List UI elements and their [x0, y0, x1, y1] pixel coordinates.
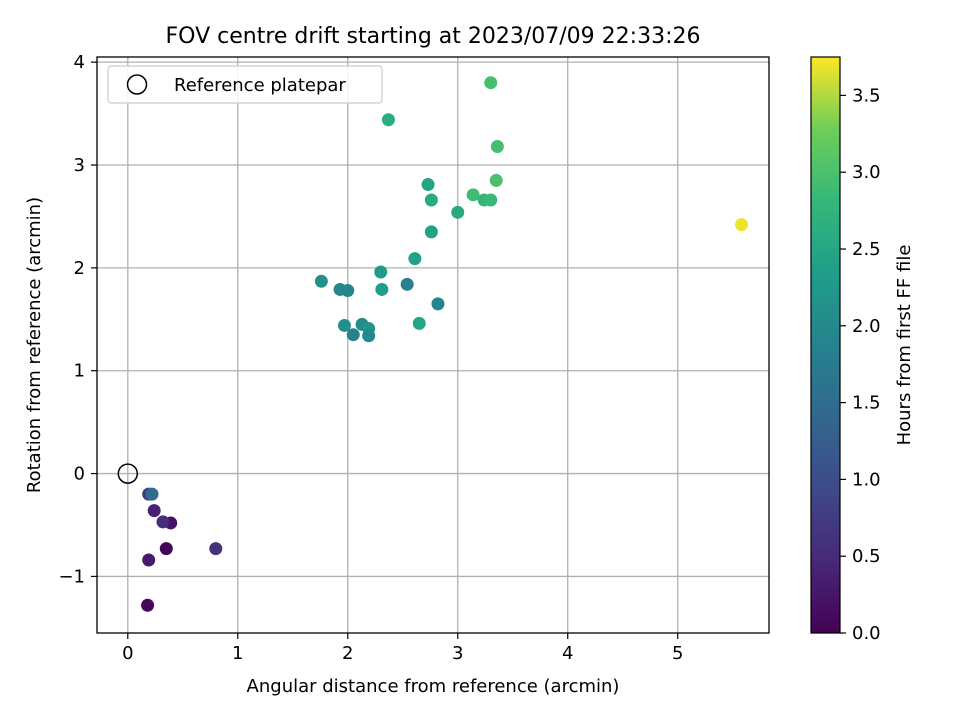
- data-point: [466, 188, 480, 202]
- x-tick-label: 5: [672, 643, 683, 664]
- data-point: [484, 193, 498, 207]
- data-point: [142, 553, 156, 567]
- y-tick-label: 2: [74, 258, 85, 279]
- data-point: [314, 274, 328, 288]
- colorbar-gradient: [810, 56, 841, 634]
- colorbar-tick-label: 0.5: [852, 546, 881, 567]
- y-tick-label: 4: [74, 52, 85, 73]
- y-tick-label: 3: [74, 155, 85, 176]
- grid-lines: [97, 57, 769, 633]
- data-point: [141, 598, 155, 612]
- colorbar: 0.0 0.5 1.0 1.5 2.0 2.5 3.0 3.5 Hours from firs…: [810, 56, 915, 644]
- data-point: [362, 329, 376, 343]
- y-tick-label: 0: [74, 464, 85, 485]
- colorbar-tick-label: 2.5: [852, 239, 881, 260]
- colorbar-tick-label: 1.0: [852, 469, 881, 490]
- data-point: [156, 515, 170, 529]
- colorbar-tick-label: 3.0: [852, 162, 881, 183]
- y-axis-label: Rotation from reference (arcmin): [24, 197, 45, 493]
- data-point: [145, 487, 159, 501]
- x-tick-label: 0: [122, 643, 133, 664]
- data-point: [375, 282, 389, 296]
- colorbar-tick-label: 0.0: [852, 623, 881, 644]
- data-point: [337, 318, 351, 332]
- colorbar-label: Hours from first FF file: [894, 245, 915, 446]
- legend-box: [107, 65, 383, 104]
- data-point: [451, 205, 465, 219]
- data-point: [374, 265, 388, 279]
- x-tick-label: 2: [342, 643, 353, 664]
- data-point: [346, 328, 360, 342]
- data-point: [159, 542, 173, 556]
- data-point: [490, 139, 504, 153]
- y-tick-label: 1: [74, 361, 85, 382]
- data-point: [735, 218, 749, 232]
- x-tick-label: 4: [562, 643, 573, 664]
- data-point: [408, 252, 422, 266]
- data-point: [424, 225, 438, 239]
- data-points: [141, 76, 749, 612]
- legend: Reference platepar: [107, 65, 383, 104]
- legend-marker-open-circle: [126, 74, 148, 95]
- y-axis-ticks: −1 0 1 2 3 4: [58, 52, 97, 587]
- x-axis-ticks: 0 1 2 3 4 5: [122, 633, 683, 664]
- data-point: [147, 504, 161, 518]
- legend-label: Reference platepar: [174, 75, 346, 96]
- x-axis-label: Angular distance from reference (arcmin): [247, 676, 620, 697]
- x-tick-label: 1: [232, 643, 243, 664]
- data-point: [424, 193, 438, 207]
- colorbar-tick-label: 2.0: [852, 316, 881, 337]
- reference-marker-group: [117, 463, 139, 484]
- colorbar-ticks: 0.0 0.5 1.0 1.5 2.0 2.5 3.0 3.5: [840, 85, 881, 644]
- chart-title: FOV centre drift starting at 2023/07/09 …: [166, 24, 701, 49]
- y-tick-label: −1: [58, 566, 85, 587]
- data-point: [489, 173, 503, 187]
- data-point: [421, 178, 435, 192]
- data-point: [209, 542, 223, 556]
- x-tick-label: 3: [452, 643, 463, 664]
- plot-frame: [96, 56, 770, 634]
- data-point: [341, 283, 355, 297]
- data-point: [431, 297, 445, 311]
- data-point: [484, 76, 498, 90]
- data-point: [412, 316, 426, 330]
- colorbar-tick-label: 3.5: [852, 85, 881, 106]
- reference-platepar-marker: [117, 463, 139, 484]
- colorbar-tick-label: 1.5: [852, 393, 881, 414]
- data-point: [400, 277, 414, 291]
- data-point: [381, 113, 395, 127]
